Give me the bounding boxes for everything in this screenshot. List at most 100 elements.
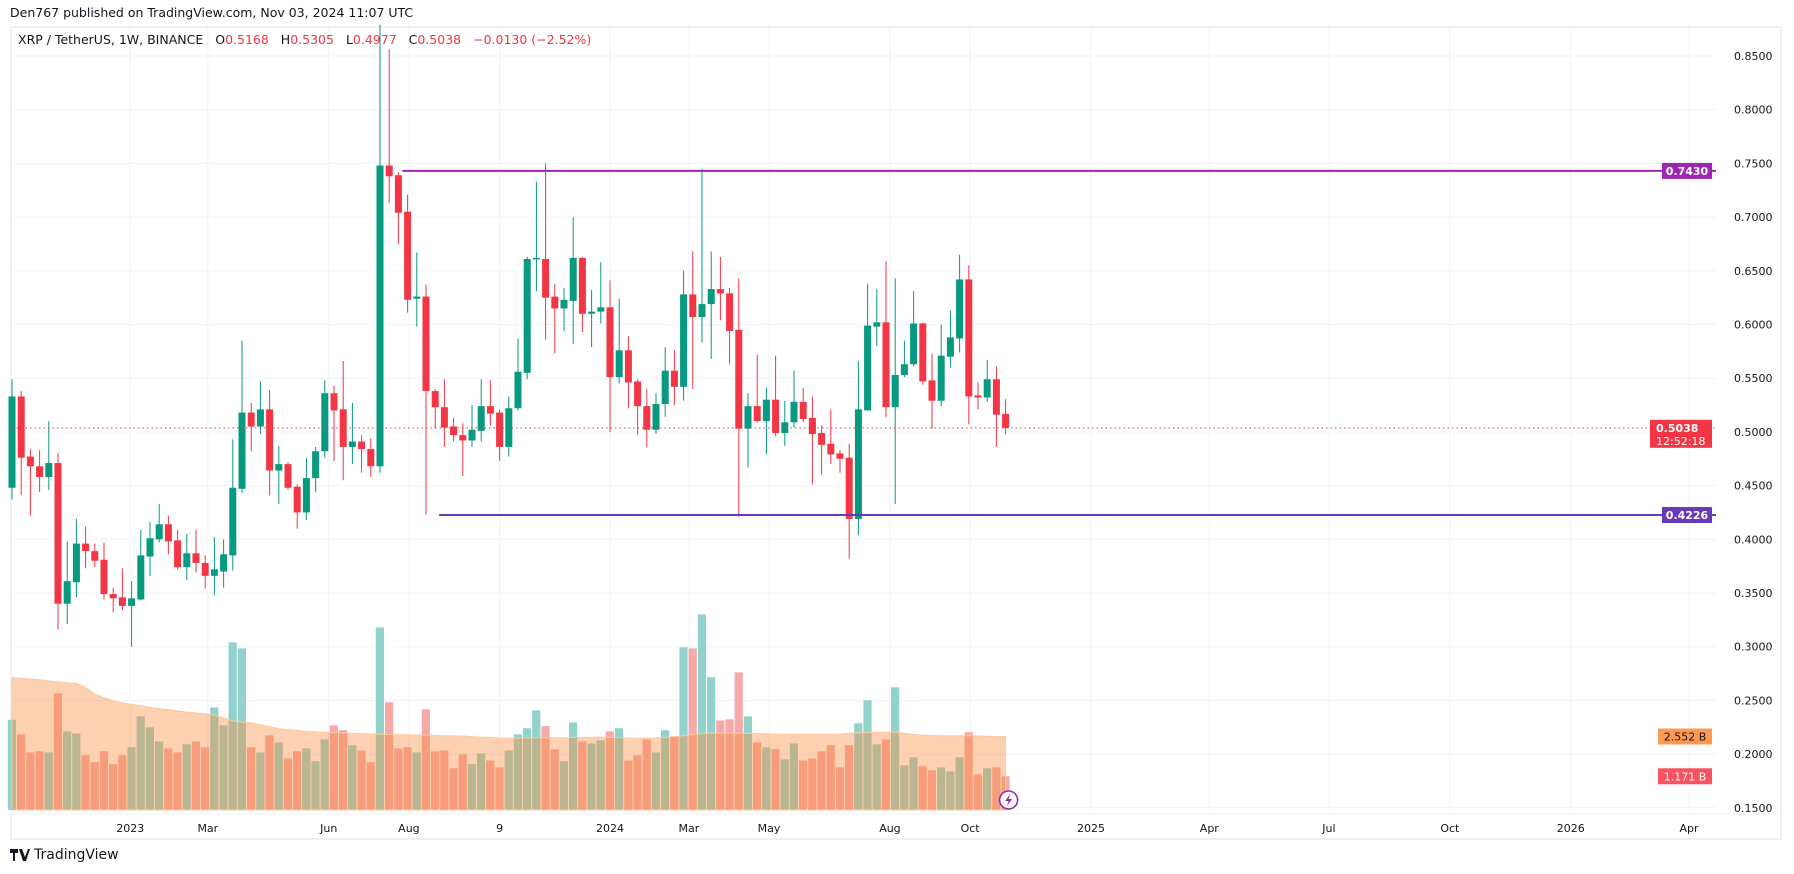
candle-down[interactable] [404,194,412,313]
candle-up[interactable] [348,402,356,465]
candle-down[interactable] [367,438,375,478]
candle-up[interactable] [229,439,237,571]
candle-down[interactable] [928,353,936,429]
candle-down[interactable] [174,529,182,570]
candle-up[interactable] [615,298,623,384]
candle-up[interactable] [413,252,421,327]
candle-up[interactable] [680,270,688,401]
candle-down[interactable] [17,391,25,496]
candle-down[interactable] [670,350,678,406]
candle-down[interactable] [496,409,504,461]
candle-down[interactable] [919,322,927,385]
candle-down[interactable] [634,379,642,436]
candle-up[interactable] [560,287,568,331]
candle-down[interactable] [716,256,724,321]
candle-down[interactable] [836,450,844,473]
tradingview-logo[interactable]: TradingView [10,847,119,863]
candle-down[interactable] [330,385,338,461]
candle-down[interactable] [118,568,126,611]
candle-up[interactable] [376,24,384,473]
candle-down[interactable] [551,283,559,354]
candle-down[interactable] [385,49,393,204]
candle-up[interactable] [210,537,218,596]
candle-up[interactable] [854,361,862,536]
candle-down[interactable] [192,529,200,573]
candle-up[interactable] [468,405,476,447]
candle-down[interactable] [82,526,90,569]
candle-down[interactable] [164,515,172,555]
candle-down[interactable] [624,336,632,409]
candle-up[interactable] [220,539,228,588]
candle-up[interactable] [8,379,16,500]
candle-down[interactable] [1002,399,1010,435]
candle-up[interactable] [477,379,485,442]
candle-up[interactable] [588,290,596,348]
candle-up[interactable] [312,446,320,493]
candle-up[interactable] [652,393,660,435]
candle-down[interactable] [992,366,1000,447]
candle-up[interactable] [238,340,246,494]
candle-down[interactable] [440,379,448,447]
candle-down[interactable] [799,387,807,423]
candle-up[interactable] [698,168,706,343]
candle-down[interactable] [974,382,982,410]
candle-up[interactable] [937,324,945,407]
candle-up[interactable] [707,251,715,359]
candle-up[interactable] [146,522,154,576]
candle-up[interactable] [532,181,540,292]
candle-up[interactable] [891,278,899,504]
candle-down[interactable] [100,542,108,600]
candle-down[interactable] [431,388,439,429]
candle-up[interactable] [45,421,53,490]
candle-down[interactable] [772,355,780,437]
candle-down[interactable] [293,484,301,529]
candle-up[interactable] [321,380,329,458]
candle-up[interactable] [956,254,964,353]
candle-down[interactable] [965,265,973,425]
candle-down[interactable] [578,256,586,333]
symbol-title[interactable]: XRP / TetherUS, 1W, BINANCE [18,32,204,47]
candle-up[interactable] [72,518,80,598]
candle-down[interactable] [753,354,761,423]
candle-up[interactable] [505,396,513,457]
candle-up[interactable] [523,256,531,380]
candle-down[interactable] [689,251,697,389]
candle-up[interactable] [983,359,991,402]
candle-down[interactable] [358,435,366,473]
candle-down[interactable] [542,163,550,340]
candle-down[interactable] [91,543,99,568]
candle-down[interactable] [247,402,255,452]
candle-down[interactable] [450,417,458,442]
candle-up[interactable] [762,387,770,455]
candle-down[interactable] [818,425,826,475]
candle-up[interactable] [183,533,191,581]
candle-down[interactable] [394,171,402,244]
candle-down[interactable] [735,278,743,517]
candle-up[interactable] [946,310,954,368]
candle-up[interactable] [900,340,908,378]
candle-down[interactable] [339,361,347,481]
candle-up[interactable] [661,347,669,417]
candle-up[interactable] [910,291,918,367]
candle-up[interactable] [744,393,752,468]
candle-down[interactable] [459,423,467,476]
candle-down[interactable] [284,461,292,490]
candle-down[interactable] [26,449,34,516]
alert-lightning-icon[interactable] [998,790,1019,810]
candle-up[interactable] [256,381,264,435]
candle-up[interactable] [302,457,310,520]
candle-down[interactable] [827,409,835,465]
candle-down[interactable] [845,443,853,559]
candle-up[interactable] [128,581,136,647]
candle-down[interactable] [109,587,117,613]
candle-down[interactable] [422,284,430,515]
candle-down[interactable] [36,450,44,493]
candle-down[interactable] [726,287,734,365]
candle-up[interactable] [781,400,789,446]
candle-down[interactable] [882,261,890,417]
candle-down[interactable] [54,453,62,630]
candle-up[interactable] [597,262,605,324]
candle-down[interactable] [808,396,816,485]
candle-down[interactable] [266,390,274,496]
